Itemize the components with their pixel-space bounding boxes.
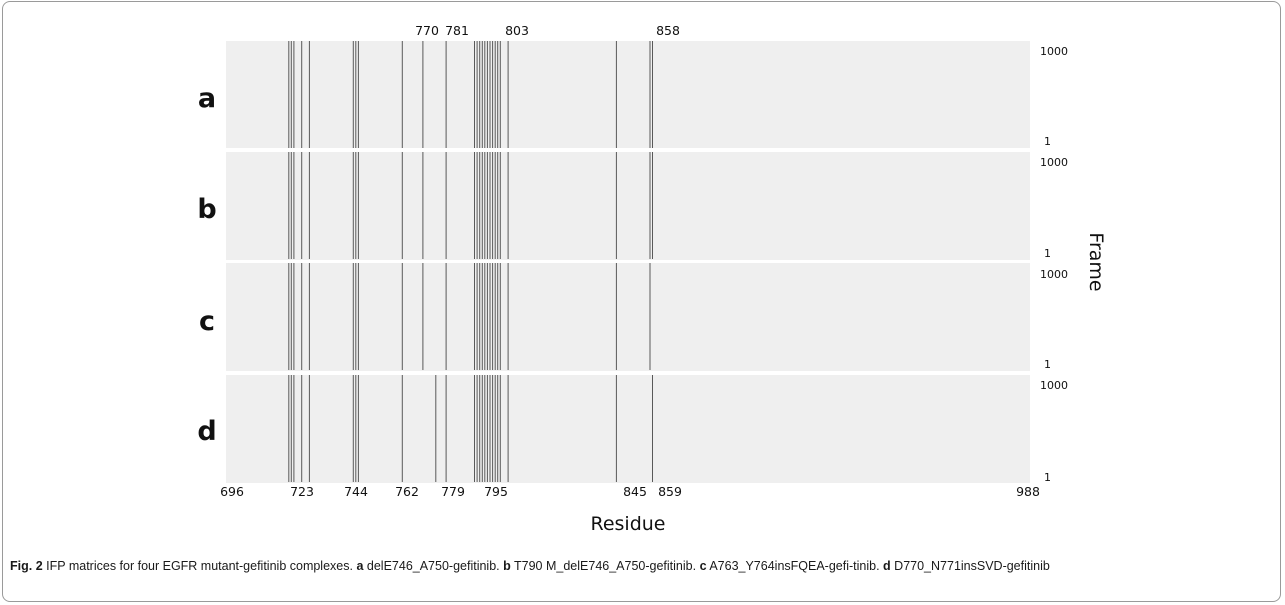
x-axis-title: Residue: [590, 513, 665, 535]
panel-c-interactions: [288, 263, 651, 370]
bottom-tick-696: 696: [220, 484, 244, 499]
panel-b-interactions: [288, 152, 653, 259]
top-tick-858: 858: [656, 23, 680, 38]
caption-part-d-text: D770_N771insSVD-gefitinib: [894, 559, 1050, 573]
panel-a-interactions: [288, 41, 653, 148]
caption-part-a-letter: a: [356, 559, 364, 573]
bottom-tick-779: 779: [441, 484, 465, 499]
panel-a: a 1000 1: [198, 41, 1068, 148]
bottom-tick-723: 723: [290, 484, 314, 499]
caption-part-d-letter: d: [883, 559, 891, 573]
panel-a-ymax: 1000: [1040, 45, 1068, 58]
panel-c: c 1000 1: [199, 263, 1068, 371]
caption-part-c-letter: c: [699, 559, 707, 573]
panel-d-ymax: 1000: [1040, 379, 1068, 392]
y-axis-title: Frame: [1085, 232, 1107, 291]
caption-fig-label: Fig. 2: [10, 559, 43, 573]
panel-a-matrix: [226, 41, 1030, 148]
bottom-tick-762: 762: [395, 484, 419, 499]
bottom-tick-845: 845: [623, 484, 647, 499]
top-tick-770: 770: [415, 23, 439, 38]
panel-b: b 1000 1: [197, 152, 1068, 260]
panel-a-ymin: 1: [1044, 135, 1051, 148]
panel-group: a 1000 1 b 1000 1 c 1000 1 d 1000 1: [197, 41, 1068, 484]
panel-b-letter: b: [197, 194, 216, 225]
panel-d-interactions: [288, 375, 653, 482]
panel-d-ymin: 1: [1044, 471, 1051, 484]
top-tick-781: 781: [445, 23, 469, 38]
bottom-tick-988: 988: [1016, 484, 1040, 499]
bottom-tick-795: 795: [484, 484, 508, 499]
panel-c-ymax: 1000: [1040, 268, 1068, 281]
panel-b-ymax: 1000: [1040, 156, 1068, 169]
caption-part-b-text: T790 M_delE746_A750-gefitinib.: [514, 559, 697, 573]
caption-part-a-text: delE746_A750-gefitinib.: [366, 559, 500, 573]
panel-b-ymin: 1: [1044, 247, 1051, 260]
ifp-heatmap-figure: 770 781 803 858 a 1000 1 b 1000 1 c 1000…: [197, 23, 1107, 535]
panel-d-matrix: [226, 375, 1030, 483]
top-tick-803: 803: [505, 23, 529, 38]
bottom-tick-744: 744: [344, 484, 368, 499]
panel-d: d 1000 1: [197, 375, 1068, 484]
panel-c-matrix: [226, 263, 1030, 371]
panel-a-letter: a: [198, 83, 216, 114]
figure-caption: Fig. 2 IFP matrices for four EGFR mutant…: [10, 556, 1276, 577]
bottom-tick-859: 859: [658, 484, 682, 499]
caption-part-c-text: A763_Y764insFQEA-gefi-tinib.: [709, 559, 880, 573]
panel-c-letter: c: [199, 306, 215, 337]
caption-part-b-letter: b: [503, 559, 511, 573]
caption-text: IFP matrices for four EGFR mutant-gefiti…: [46, 559, 353, 573]
panel-c-ymin: 1: [1044, 358, 1051, 371]
panel-d-letter: d: [197, 416, 216, 447]
panel-b-matrix: [226, 152, 1030, 260]
